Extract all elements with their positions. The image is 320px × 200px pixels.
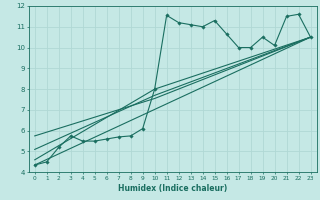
X-axis label: Humidex (Indice chaleur): Humidex (Indice chaleur) [118, 184, 227, 193]
